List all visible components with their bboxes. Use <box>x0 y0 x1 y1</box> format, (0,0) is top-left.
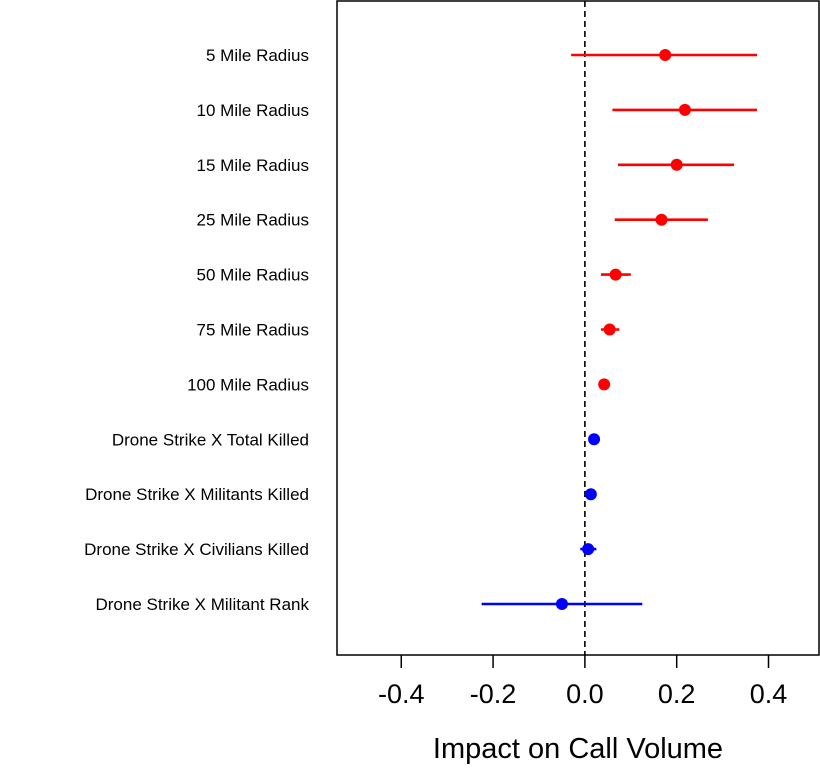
x-tick-label: 0.0 <box>566 679 604 709</box>
x-tick-label: 0.4 <box>750 679 788 709</box>
category-labels: 5 Mile Radius 10 Mile Radius 15 Mile Radiu… <box>84 46 309 614</box>
x-tick-label: -0.4 <box>378 679 425 709</box>
x-axis-tick-labels: -0.4 -0.2 0.0 0.2 0.4 <box>378 679 787 709</box>
x-axis-title: Impact on Call Volume <box>433 733 723 765</box>
x-tick-label: -0.2 <box>470 679 517 709</box>
point-estimate <box>585 488 597 500</box>
point-estimate <box>604 324 616 336</box>
category-label: Drone Strike X Civilians Killed <box>84 540 309 559</box>
point-estimate <box>679 104 691 116</box>
estimate-marks <box>482 49 757 610</box>
plot-frame <box>337 1 819 655</box>
category-label: 15 Mile Radius <box>197 156 309 175</box>
point-estimate <box>582 543 594 555</box>
x-tick-label: 0.2 <box>658 679 696 709</box>
category-label: Drone Strike X Militant Rank <box>95 595 309 614</box>
category-label: 100 Mile Radius <box>187 375 309 394</box>
point-estimate <box>671 159 683 171</box>
category-label: Drone Strike X Militants Killed <box>85 485 309 504</box>
category-label: 25 Mile Radius <box>197 211 309 230</box>
point-estimate <box>598 378 610 390</box>
x-axis-ticks <box>401 655 768 668</box>
category-label: 75 Mile Radius <box>197 321 309 340</box>
point-estimate <box>588 433 600 445</box>
category-label: 10 Mile Radius <box>197 101 309 120</box>
point-estimate <box>610 269 622 281</box>
category-label: 5 Mile Radius <box>206 46 309 65</box>
point-estimate <box>556 598 568 610</box>
point-estimate <box>656 214 668 226</box>
point-estimate <box>659 49 671 61</box>
category-label: 50 Mile Radius <box>197 266 309 285</box>
category-label: Drone Strike X Total Killed <box>112 430 309 449</box>
